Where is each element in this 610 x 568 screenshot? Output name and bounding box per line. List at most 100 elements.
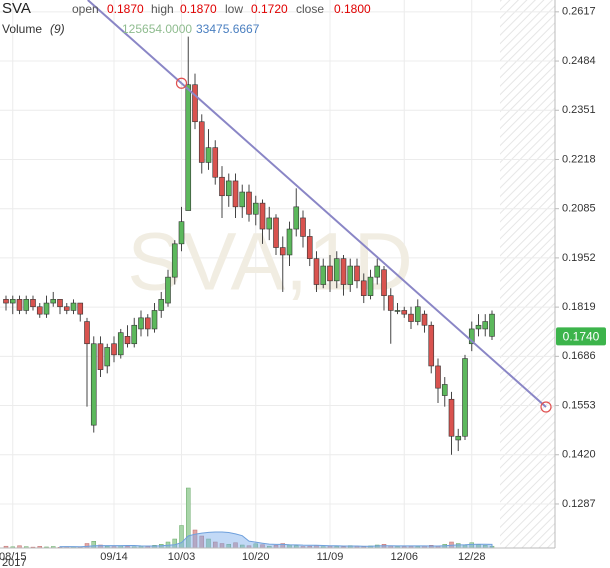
candle-body [90,343,97,426]
candle-body [401,310,408,315]
candle-body [158,299,165,311]
candle-body [97,343,104,370]
candle-body [468,328,475,345]
candle-body [205,147,212,163]
candle-body [327,265,333,282]
x-tick-label: 10/20 [242,551,270,563]
y-tick-label: 0.1819 [562,301,596,313]
candle-body [259,202,266,230]
candle-body [374,265,381,278]
symbol-title: SVA [2,0,31,17]
candle-body [246,191,252,215]
candle-body [185,84,192,211]
y-tick-label: 0.2617 [562,6,596,18]
candle-body [23,299,30,311]
x-tick-label: 11/09 [317,551,344,563]
candle-body [171,243,178,278]
volume-ma-value: 33475.6667 [196,22,260,36]
candle-body [387,295,394,311]
trendline-anchor [540,401,552,413]
candle-body [131,324,138,345]
candle-body [63,306,70,311]
trendline-extension [87,0,183,85]
candle-body [455,435,462,441]
candle-body [3,299,9,304]
candle-body [124,336,131,345]
y-tick-label: 0.2351 [562,104,596,116]
header-label: high [151,2,174,16]
candle-body [340,258,347,285]
candle-body [138,317,144,330]
trendline [180,82,547,408]
candle-body [489,313,495,337]
candle-body [117,332,124,356]
y-tick-label: 0.2085 [562,203,596,215]
candle-body [408,313,414,322]
x-tick-label: 12/28 [458,551,486,563]
candle-body [300,217,306,237]
candle-body [462,358,468,437]
candle-body [306,236,313,259]
candle-body [435,365,441,389]
x-tick-label: 10/03 [168,551,196,563]
header-value: 0.1800 [334,2,371,16]
candle-body [212,147,219,178]
candle-body [16,299,23,311]
candle-body [239,191,246,208]
header-value: 0.1870 [180,2,217,16]
y-tick-label: 0.1287 [562,498,596,510]
header-label: low [225,2,243,16]
candle-body [394,310,401,312]
candle-body [70,302,77,311]
candle-body [50,299,57,304]
candle-body [333,258,340,282]
candle-body [232,180,239,208]
candle-body [36,306,43,315]
candle-body [273,217,279,248]
volume-ma-area [59,531,493,549]
candle-body [354,265,360,282]
header-value: 0.1870 [107,2,144,16]
y-tick-label: 0.1686 [562,350,596,362]
candle-body [252,202,259,215]
candle-body [367,276,374,296]
x-tick-label: 09/14 [100,551,128,563]
candle-body [198,121,205,163]
candle-body [448,398,455,437]
y-tick-label: 0.1553 [562,399,596,411]
y-tick-label: 0.2218 [562,153,596,165]
x-tick-label: 08/15 [0,551,27,563]
candle-body [178,221,185,245]
last-price-label: 0.1740 [563,330,600,344]
candle-body [441,384,448,396]
header-label: open [72,2,99,16]
candle-body [360,280,367,296]
x-tick-label: 12/06 [390,551,418,563]
y-tick-label: 0.2484 [562,55,596,67]
candle-body [266,217,273,230]
candle-body [77,302,84,315]
candle-body [9,299,16,304]
candle-body [414,306,421,322]
candle-body [347,265,354,285]
y-tick-label: 0.1952 [562,252,596,264]
candle-body [104,347,111,367]
candle-body [482,321,489,330]
candle-body [279,247,286,256]
candle-body [293,206,300,230]
candle-body [111,343,117,356]
candle-body [225,180,232,197]
candle-body [144,317,151,330]
candle-body [428,324,435,367]
year-label: 2017 [2,557,26,568]
future-area [500,0,555,548]
candle-body [57,299,63,308]
candle-body [313,258,320,285]
candle-body [381,269,387,296]
candle-body [84,321,90,345]
volume-value: 125654.0000 [122,22,192,36]
candle-body [151,310,158,330]
header-value: 0.1720 [251,2,288,16]
header-label: close [296,2,324,16]
